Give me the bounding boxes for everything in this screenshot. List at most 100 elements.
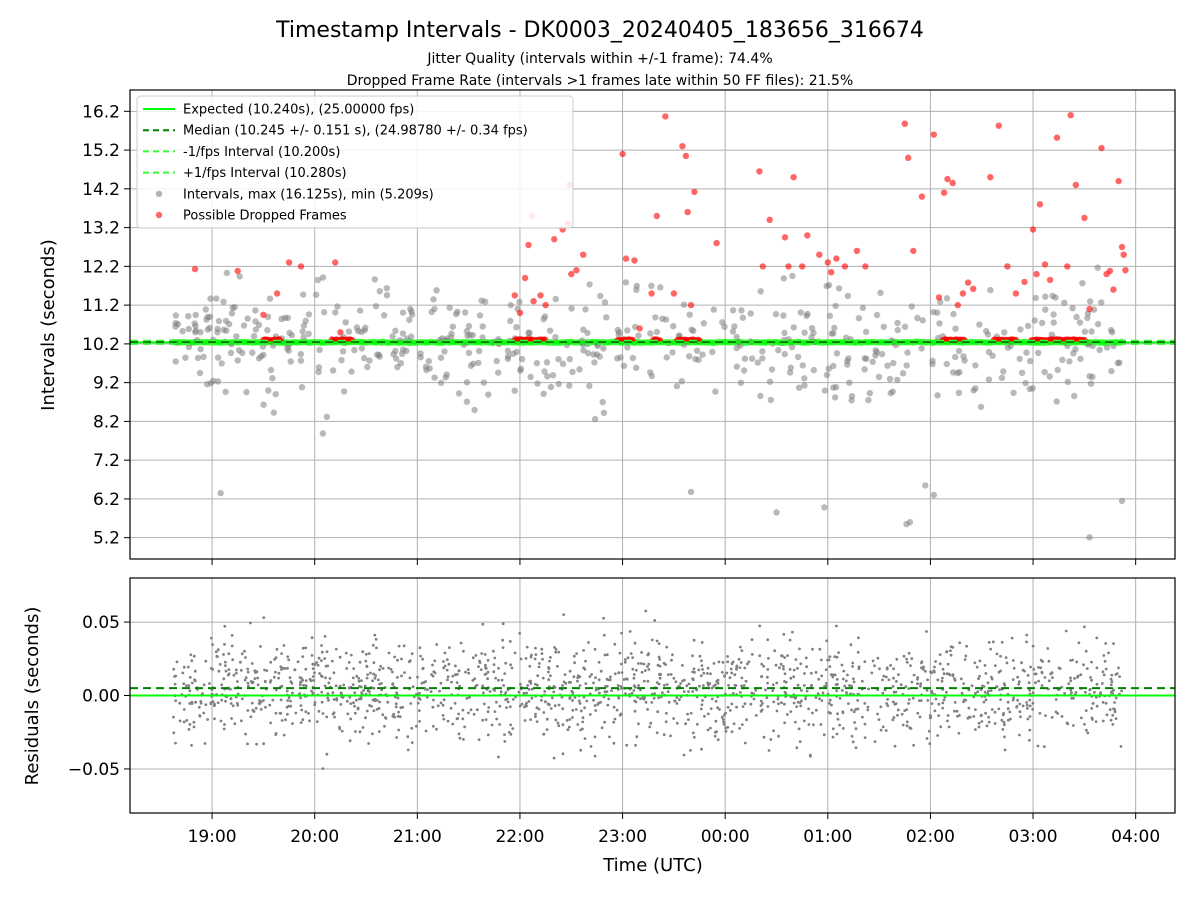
residual-point — [172, 731, 176, 735]
residual-point — [754, 688, 758, 692]
interval-point — [259, 343, 267, 350]
interval-point — [1088, 328, 1095, 335]
residual-point — [973, 661, 977, 665]
residual-point — [821, 691, 825, 695]
interval-point — [1081, 328, 1089, 335]
interval-point — [955, 389, 963, 396]
residual-point — [262, 699, 265, 702]
residual-point — [202, 711, 206, 715]
interval-point — [196, 369, 204, 377]
dropped-frame-point — [234, 267, 241, 275]
dropped-frame-point — [521, 274, 529, 282]
residual-point — [1104, 667, 1108, 671]
interval-point — [207, 295, 214, 302]
residual-point — [709, 726, 712, 730]
interval-point — [284, 345, 291, 352]
interval-point — [192, 311, 199, 319]
interval-point — [767, 396, 774, 404]
dropped-frame-point — [781, 234, 789, 241]
residual-point — [1026, 707, 1029, 710]
residual-point — [557, 703, 561, 707]
residual-point — [244, 732, 248, 736]
residual-point — [274, 656, 278, 659]
residual-point — [173, 675, 177, 678]
residual-point — [993, 710, 997, 714]
residual-point — [282, 644, 286, 647]
residual-point — [1017, 680, 1021, 684]
residual-point — [229, 697, 233, 701]
interval-point — [699, 351, 706, 358]
residual-point — [681, 664, 684, 667]
residual-point — [912, 743, 915, 747]
residual-point — [338, 684, 342, 688]
residual-point — [850, 708, 853, 712]
residual-point — [435, 643, 438, 646]
residual-point — [204, 703, 208, 707]
residual-point — [835, 678, 839, 681]
residual-point — [187, 728, 191, 731]
residual-point — [246, 681, 250, 685]
residual-point — [759, 699, 763, 703]
residual-point — [433, 659, 437, 663]
residual-point — [304, 667, 308, 671]
residual-point — [584, 659, 587, 663]
residual-point — [887, 678, 891, 682]
residual-point — [1114, 717, 1118, 720]
interval-point — [960, 353, 967, 360]
residual-point — [549, 656, 552, 659]
residual-point — [316, 663, 320, 667]
residual-point — [209, 667, 213, 670]
residual-point — [1060, 715, 1064, 718]
residual-point — [557, 724, 561, 728]
interval-point — [633, 282, 640, 290]
interval-point — [844, 292, 852, 300]
interval-point — [202, 306, 209, 313]
residual-point — [743, 702, 747, 706]
residual-point — [235, 701, 239, 705]
residual-point — [498, 704, 502, 708]
residual-point — [442, 717, 446, 721]
residual-point — [227, 672, 231, 676]
residual-point — [315, 720, 319, 723]
interval-point — [475, 359, 482, 367]
residual-point — [354, 730, 357, 733]
interval-point — [403, 347, 410, 355]
residual-point — [592, 681, 595, 685]
residual-point — [577, 699, 581, 703]
residual-point — [1020, 661, 1023, 665]
residual-point — [730, 702, 734, 706]
residual-point — [738, 666, 742, 669]
residual-point — [528, 664, 532, 668]
residual-point — [958, 641, 962, 645]
residual-point — [287, 658, 291, 662]
dropped-frame-point — [1072, 181, 1080, 189]
residual-point — [590, 673, 593, 676]
interval-point — [1017, 326, 1024, 333]
residual-point — [1006, 707, 1010, 711]
residual-point — [795, 746, 799, 750]
residual-point — [922, 665, 925, 669]
interval-point — [1054, 366, 1061, 374]
residual-point — [448, 646, 451, 649]
residual-point — [728, 709, 732, 712]
interval-point — [220, 326, 227, 333]
residual-point — [718, 708, 721, 711]
interval-point — [1096, 346, 1103, 354]
residual-point — [435, 727, 438, 731]
interval-point — [721, 323, 728, 330]
residual-point — [796, 683, 800, 687]
interval-point — [465, 322, 473, 330]
residual-point — [905, 708, 909, 711]
residual-point — [657, 696, 660, 700]
residual-point — [639, 662, 643, 665]
residual-point — [630, 691, 634, 695]
residual-point — [250, 681, 254, 685]
residual-point — [824, 682, 828, 685]
residual-point — [222, 727, 226, 731]
residual-point — [554, 650, 558, 654]
dropped-frame-point — [1120, 251, 1127, 258]
residual-point — [256, 683, 260, 687]
residual-point — [255, 742, 258, 746]
residual-point — [689, 711, 693, 715]
interval-point — [930, 308, 937, 316]
